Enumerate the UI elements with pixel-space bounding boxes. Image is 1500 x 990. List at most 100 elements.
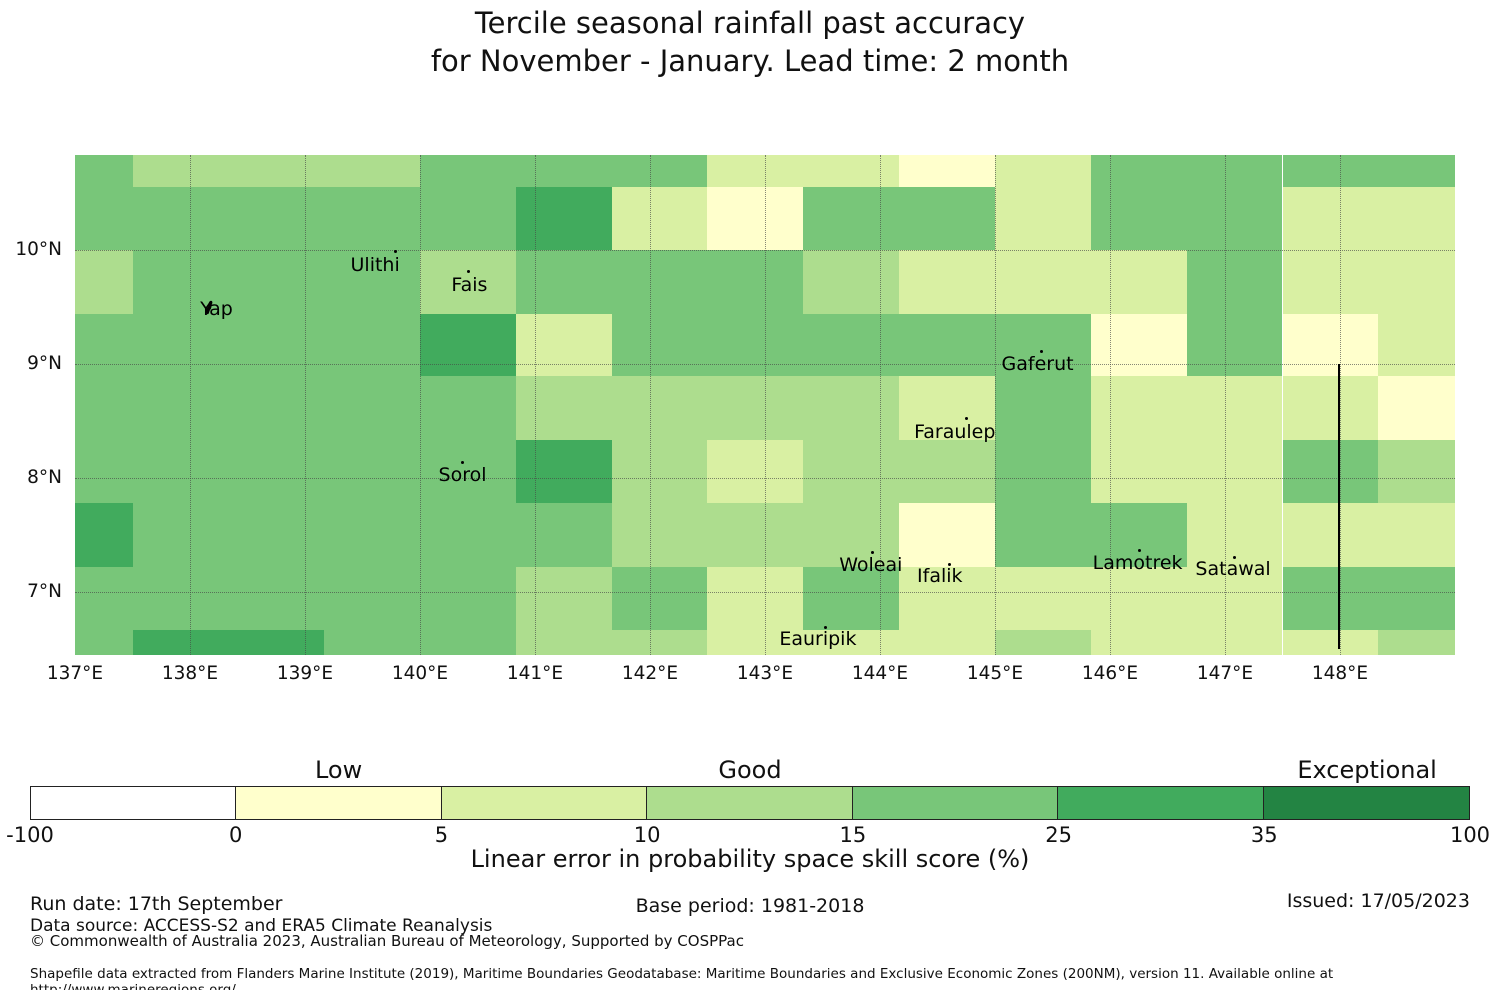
grid-cell <box>1378 313 1455 377</box>
colorbar-segment <box>1058 787 1264 819</box>
grid-cell <box>995 567 1091 630</box>
grid-cell <box>515 249 612 314</box>
island-label: Satawal <box>1195 558 1271 581</box>
grid-cell <box>324 503 420 568</box>
colorbar-segment <box>1263 787 1469 819</box>
eez-boundary-line <box>1337 363 1340 650</box>
grid-cell <box>899 629 995 655</box>
grid-cell <box>611 155 708 187</box>
grid-cell <box>1378 440 1455 504</box>
grid-cell <box>420 155 516 187</box>
x-tick-label: 148°E <box>1311 663 1369 684</box>
grid-cell <box>228 313 325 377</box>
grid-cell <box>1090 249 1187 314</box>
grid-cell <box>515 313 612 377</box>
grid-cell <box>420 313 516 377</box>
footer-data-source: Data source: ACCESS-S2 and ERA5 Climate … <box>30 916 493 936</box>
grid-cell <box>75 376 133 441</box>
grid-cell <box>515 567 612 630</box>
grid-cell <box>707 440 804 504</box>
grid-cell <box>707 313 804 377</box>
island-label: Gaferut <box>1001 352 1074 375</box>
footer-shapefile-note: Shapefile data extracted from Flanders M… <box>30 966 1334 990</box>
grid-cell <box>899 186 995 250</box>
grid-cell <box>420 249 516 314</box>
grid-cell <box>132 440 229 504</box>
colorbar-segment <box>236 787 442 819</box>
grid-cell <box>515 186 612 250</box>
colorbar-tick-label: 15 <box>839 823 867 847</box>
grid-cell <box>324 376 420 441</box>
grid-cell <box>1282 629 1379 655</box>
colorbar <box>30 786 1470 820</box>
grid-cell <box>1282 155 1379 187</box>
grid-cell <box>899 313 995 377</box>
grid-cell <box>995 376 1091 441</box>
grid-cell <box>803 155 900 187</box>
grid-cell <box>75 186 133 250</box>
grid-cell <box>995 313 1091 377</box>
grid-cell <box>132 155 229 187</box>
grid-cell <box>899 440 995 504</box>
grid-cell <box>899 376 995 441</box>
colorbar-tick-label: 35 <box>1250 823 1278 847</box>
grid-cell <box>75 155 133 187</box>
grid-cell <box>899 249 995 314</box>
grid-cell <box>611 249 708 314</box>
grid-cell <box>1282 440 1379 504</box>
grid-cell <box>995 186 1091 250</box>
grid-cell <box>75 313 133 377</box>
grid-cell <box>803 313 900 377</box>
grid-cell <box>1282 567 1379 630</box>
island-label: Fais <box>451 274 488 297</box>
island-label: Lamotrek <box>1092 551 1183 574</box>
colorbar-caption: Linear error in probability space skill … <box>470 845 1030 873</box>
grid-cell <box>1282 503 1379 568</box>
grid-cell <box>228 155 325 187</box>
grid-cell <box>803 186 900 250</box>
island-label: Ulithi <box>350 253 400 276</box>
grid-cell <box>1378 503 1455 568</box>
grid-cell <box>75 249 133 314</box>
colorbar-segment <box>647 787 853 819</box>
grid-cell <box>75 567 133 630</box>
grid-cell <box>611 503 708 568</box>
island-label: Eauripik <box>779 628 857 651</box>
grid-cell <box>611 629 708 655</box>
y-tick-label: 9°N <box>27 352 62 374</box>
x-tick-label: 142°E <box>621 663 679 684</box>
island-marker-dot <box>394 249 398 253</box>
colorbar-segment <box>852 787 1059 819</box>
grid-cell <box>707 249 804 314</box>
grid-cell <box>803 376 900 441</box>
grid-cell <box>1090 503 1187 568</box>
island-marker-dot <box>467 270 471 274</box>
grid-cell <box>420 376 516 441</box>
grid-cell <box>228 249 325 314</box>
grid-cell <box>324 249 420 314</box>
island-marker-dot <box>1233 556 1237 560</box>
grid-cell <box>228 376 325 441</box>
grid-cell <box>420 503 516 568</box>
island-label: Ifalik <box>917 565 963 588</box>
island-marker-dot <box>823 626 827 630</box>
grid-cell <box>324 186 420 250</box>
colorbar-segment <box>31 787 237 819</box>
grid-cell <box>995 440 1091 504</box>
colorbar-tick-label: 5 <box>434 823 449 847</box>
grid-cell <box>1378 629 1455 655</box>
grid-cell <box>75 440 133 504</box>
x-tick-label: 139°E <box>276 663 334 684</box>
island-marker-dot <box>870 550 874 554</box>
grid-cell <box>803 503 900 568</box>
grid-cell <box>515 629 612 655</box>
colorbar-tick-label: 0 <box>229 823 243 847</box>
grid-cell <box>1282 249 1379 314</box>
x-tick-label: 140°E <box>391 663 449 684</box>
grid-cell <box>707 629 804 655</box>
grid-cell <box>803 567 900 630</box>
grid-cell <box>1186 313 1283 377</box>
island-marker-dot <box>1137 548 1141 552</box>
grid-cell <box>1090 313 1187 377</box>
grid-cell <box>1090 567 1187 630</box>
